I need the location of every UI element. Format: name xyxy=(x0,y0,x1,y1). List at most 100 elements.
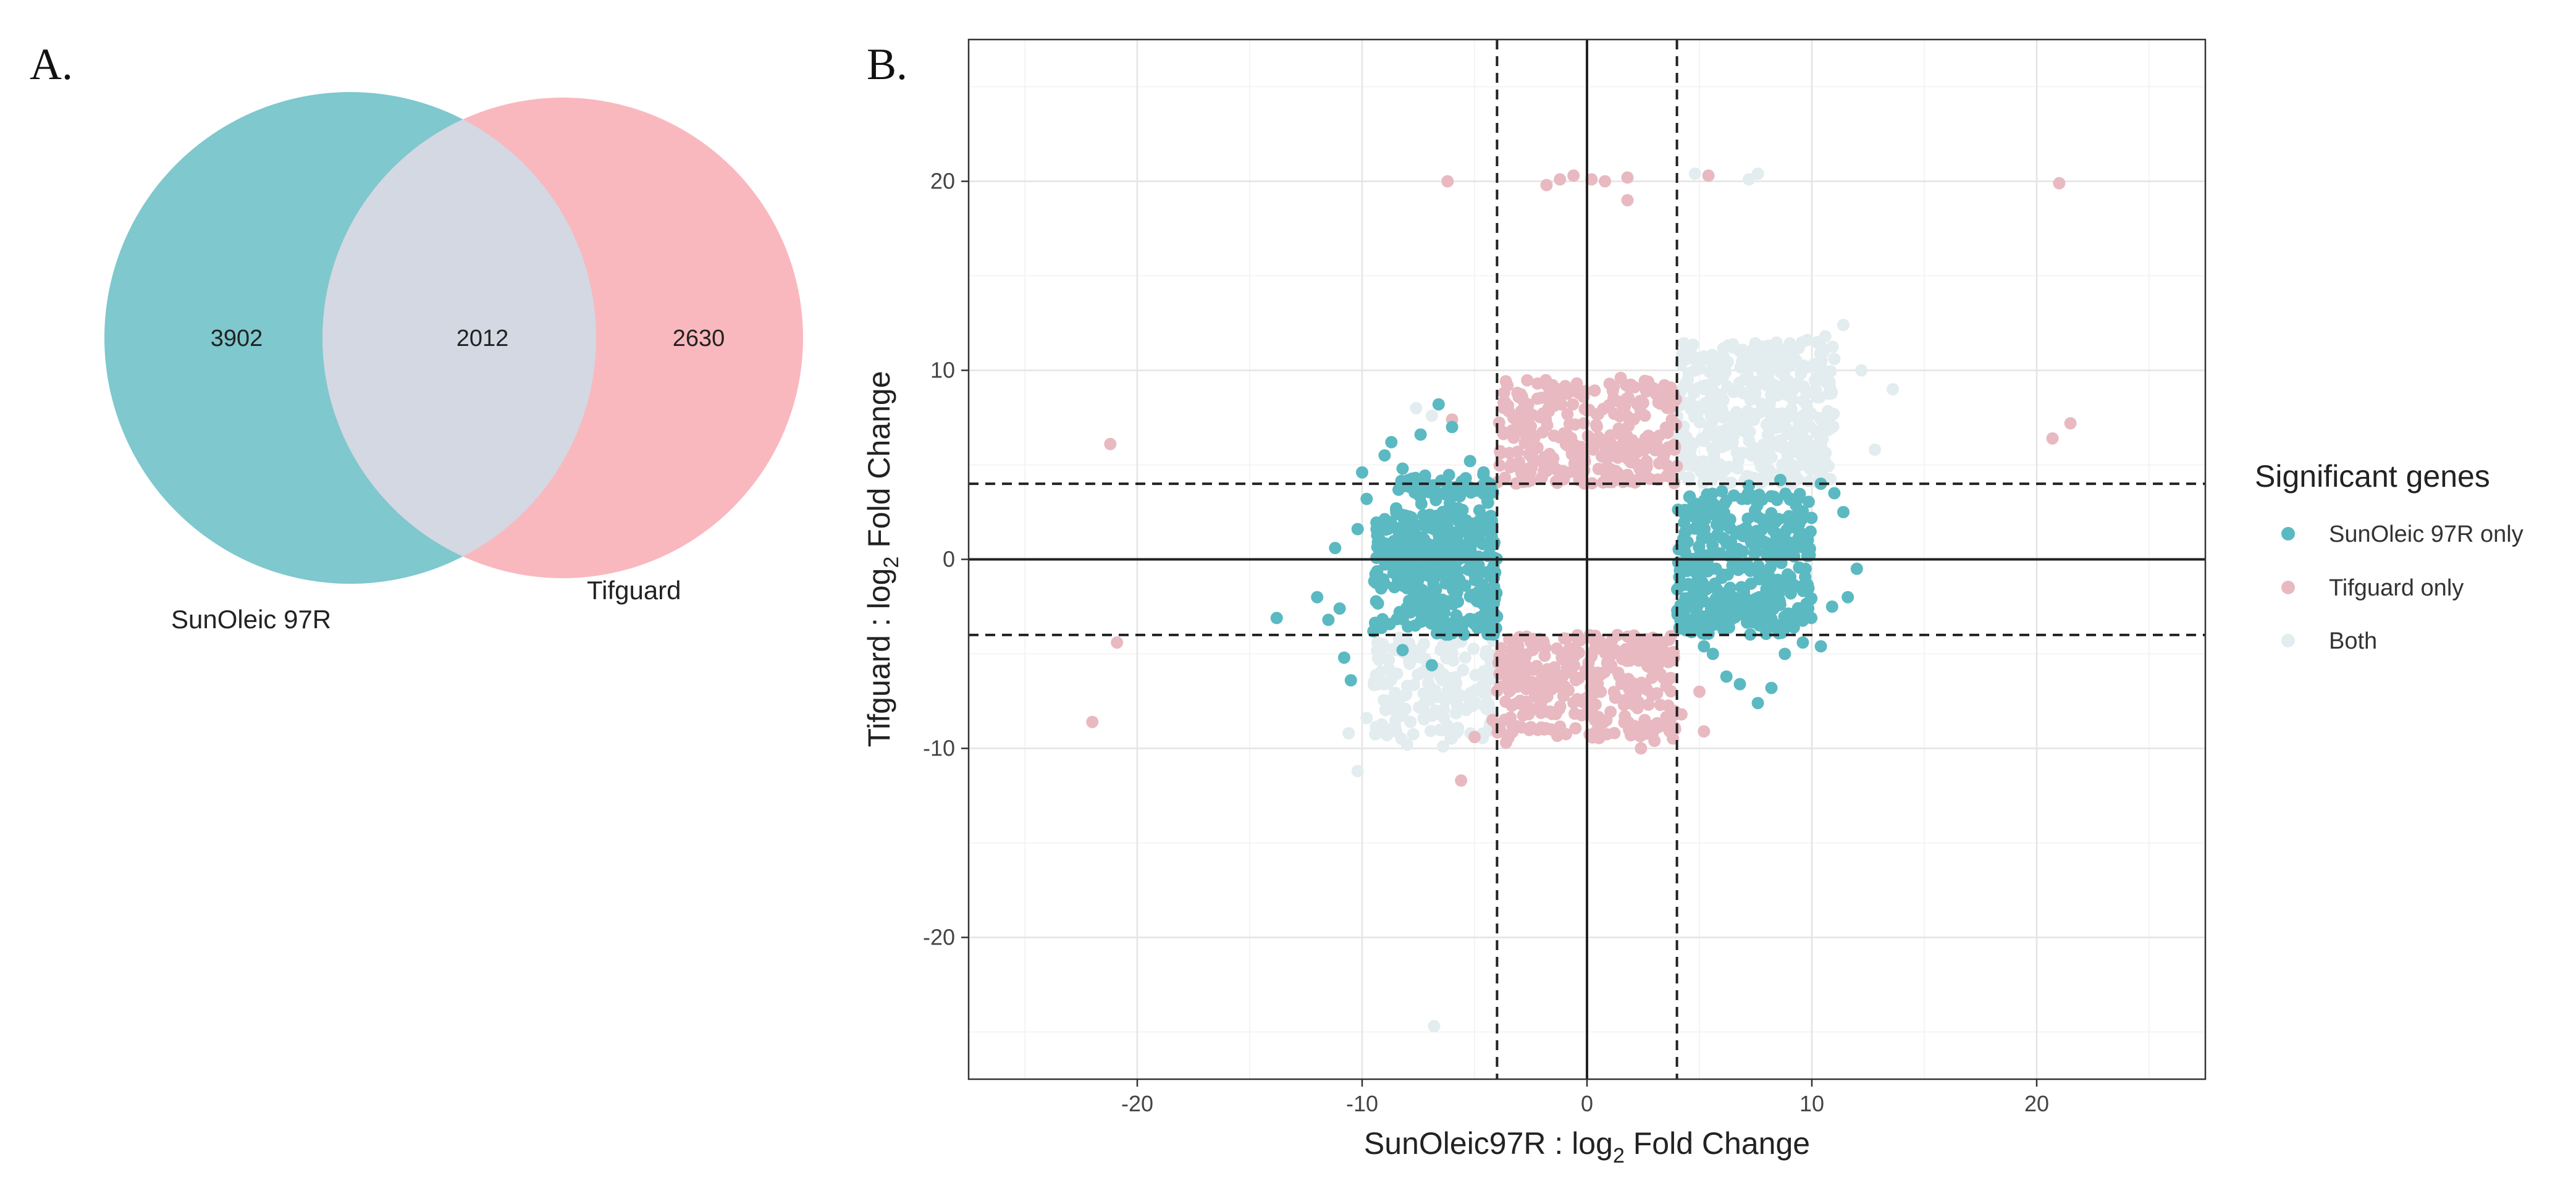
point-sunoleic-only xyxy=(1409,528,1422,541)
point-sunoleic-only xyxy=(1751,697,1764,710)
point-both xyxy=(1383,663,1395,676)
point-sunoleic-only xyxy=(1715,485,1728,498)
point-tifguard-only xyxy=(1559,380,1572,392)
point-both xyxy=(1887,383,1899,396)
point-sunoleic-only xyxy=(1458,628,1471,641)
legend-label-both: Both xyxy=(2329,628,2377,654)
point-both xyxy=(1868,444,1881,456)
point-sunoleic-only xyxy=(1779,547,1792,560)
point-both xyxy=(1828,353,1841,366)
y-axis-ticks: -20 -10 0 10 20 xyxy=(923,169,969,950)
point-sunoleic-only xyxy=(1329,542,1342,555)
point-sunoleic-only xyxy=(1837,506,1850,518)
point-both xyxy=(1446,647,1458,660)
point-sunoleic-only xyxy=(1412,582,1425,595)
point-both xyxy=(1412,668,1425,681)
point-both xyxy=(1400,688,1413,701)
point-tifguard-only xyxy=(1520,630,1533,643)
point-both xyxy=(1778,369,1791,382)
point-both xyxy=(1755,397,1768,410)
point-sunoleic-only xyxy=(1390,502,1403,515)
point-tifguard-only xyxy=(1504,659,1516,671)
point-both xyxy=(1795,436,1808,448)
point-sunoleic-only xyxy=(1732,563,1745,576)
point-both xyxy=(1816,431,1829,444)
point-sunoleic-only xyxy=(1783,510,1796,523)
point-tifguard-only xyxy=(1540,179,1553,191)
point-both xyxy=(1722,460,1735,473)
point-sunoleic-only xyxy=(1486,514,1499,527)
venn-left-only-count: 3902 xyxy=(211,326,263,351)
point-tifguard-only xyxy=(2053,177,2066,190)
point-tifguard-only xyxy=(1608,407,1621,420)
point-sunoleic-only xyxy=(1795,532,1808,545)
point-tifguard-only xyxy=(1568,707,1581,720)
point-tifguard-only xyxy=(1634,395,1646,408)
point-sunoleic-only xyxy=(1351,523,1364,536)
point-tifguard-only xyxy=(1492,416,1505,429)
point-both xyxy=(1743,173,1756,186)
point-tifguard-only xyxy=(1664,467,1677,480)
point-tifguard-only xyxy=(1622,419,1635,432)
point-sunoleic-only xyxy=(1446,421,1458,434)
x-axis-title: SunOleic97R : log2 Fold Change xyxy=(1364,1126,1810,1168)
point-sunoleic-only xyxy=(1753,535,1766,548)
point-tifguard-only xyxy=(1543,447,1556,460)
point-sunoleic-only xyxy=(1744,628,1757,641)
venn-left-name: SunOleic 97R xyxy=(171,605,331,634)
point-tifguard-only xyxy=(1658,379,1671,392)
point-sunoleic-only xyxy=(1397,518,1410,531)
point-tifguard-only xyxy=(1557,689,1570,702)
point-sunoleic-only xyxy=(1759,547,1772,560)
legend-swatch-sunoleic xyxy=(2281,527,2295,541)
point-tifguard-only xyxy=(1652,457,1665,470)
point-both xyxy=(1757,439,1770,452)
point-tifguard-only xyxy=(1502,399,1515,412)
point-both xyxy=(1389,705,1402,718)
point-both xyxy=(1698,434,1711,447)
point-sunoleic-only xyxy=(1765,681,1778,694)
point-tifguard-only xyxy=(1635,742,1648,755)
point-sunoleic-only xyxy=(1714,547,1726,560)
point-sunoleic-only xyxy=(1388,581,1401,594)
point-sunoleic-only xyxy=(1804,592,1817,605)
point-tifguard-only xyxy=(1635,636,1648,649)
point-tifguard-only xyxy=(2064,417,2077,430)
point-sunoleic-only xyxy=(1481,496,1494,509)
x-axis-ticks: -20 -10 0 10 20 xyxy=(1121,1079,2049,1116)
point-tifguard-only xyxy=(1518,403,1531,416)
y-tick-label: -20 xyxy=(923,925,955,950)
point-sunoleic-only xyxy=(1720,494,1733,507)
point-tifguard-only xyxy=(1622,716,1635,728)
panel-b-label: B. xyxy=(867,40,907,89)
panel-a-label: A. xyxy=(30,40,73,89)
point-sunoleic-only xyxy=(1753,591,1766,604)
y-axis-title: Tifguard : log2 Fold Change xyxy=(862,371,903,747)
point-sunoleic-only xyxy=(1814,640,1827,653)
point-sunoleic-only xyxy=(1450,571,1463,584)
point-sunoleic-only xyxy=(1410,548,1423,561)
point-sunoleic-only xyxy=(1452,614,1465,627)
point-both xyxy=(1479,678,1491,691)
point-sunoleic-only xyxy=(1378,449,1391,462)
point-both xyxy=(1436,639,1449,652)
point-tifguard-only xyxy=(1569,722,1582,734)
point-both xyxy=(1745,449,1758,462)
point-sunoleic-only xyxy=(1717,568,1730,581)
point-tifguard-only xyxy=(1510,477,1523,490)
point-tifguard-only xyxy=(2046,432,2059,445)
point-both xyxy=(1826,340,1839,353)
point-both xyxy=(1722,339,1735,351)
point-sunoleic-only xyxy=(1828,487,1841,500)
point-sunoleic-only xyxy=(1756,493,1769,506)
point-tifguard-only xyxy=(1497,387,1510,400)
point-sunoleic-only xyxy=(1344,674,1357,687)
point-sunoleic-only xyxy=(1761,610,1774,623)
point-sunoleic-only xyxy=(1462,563,1475,576)
point-tifguard-only xyxy=(1515,721,1528,734)
x-tick-label: 10 xyxy=(1799,1091,1824,1116)
point-sunoleic-only xyxy=(1709,592,1722,605)
point-sunoleic-only xyxy=(1427,578,1440,591)
point-sunoleic-only xyxy=(1408,619,1421,632)
point-tifguard-only xyxy=(1086,715,1099,728)
